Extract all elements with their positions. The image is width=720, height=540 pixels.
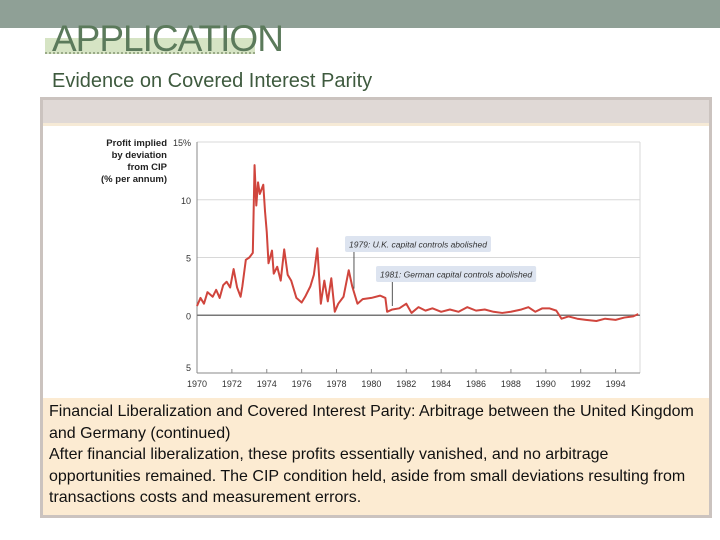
y-tick-label: 10 — [181, 196, 191, 206]
x-tick-label: 1976 — [292, 379, 312, 389]
x-tick-label: 1980 — [361, 379, 381, 389]
y-tick-label: 5 — [186, 363, 191, 373]
x-tick-label: 1972 — [222, 379, 242, 389]
y-axis-label: from CIP — [127, 162, 167, 173]
caption-heading: Financial Liberalization and Covered Int… — [49, 403, 694, 442]
annotation-box — [345, 236, 491, 252]
x-tick-label: 1994 — [606, 379, 626, 389]
series-line — [196, 164, 639, 323]
slide-title: APPLICATION — [52, 18, 284, 59]
y-tick-label: 5 — [186, 254, 191, 264]
slide-subtitle: Evidence on Covered Interest Parity — [52, 70, 373, 92]
x-tick-label: 1982 — [396, 379, 416, 389]
x-tick-label: 1990 — [536, 379, 556, 389]
y-tick-label: 15% — [173, 138, 191, 148]
top-bar — [0, 0, 720, 28]
y-axis-label: (% per annum) — [101, 174, 167, 185]
x-tick-label: 1978 — [327, 379, 347, 389]
figure-header-band — [43, 100, 709, 126]
annotation-text: 1979: U.K. capital controls abolished — [349, 240, 487, 250]
title-highlight — [45, 38, 255, 54]
figure-caption: Financial Liberalization and Covered Int… — [43, 398, 709, 515]
y-axis-label: Profit implied — [106, 138, 167, 149]
x-tick-label: 1974 — [257, 379, 277, 389]
caption-body: After financial liberalization, these pr… — [49, 446, 686, 506]
x-tick-label: 1988 — [501, 379, 521, 389]
y-axis-label: by deviation — [112, 150, 168, 161]
annotation-text: 1981: German capital controls abolished — [380, 270, 532, 280]
x-tick-label: 1986 — [466, 379, 486, 389]
x-tick-label: 1970 — [187, 379, 207, 389]
y-tick-label: 0 — [186, 311, 191, 321]
x-tick-label: 1992 — [571, 379, 591, 389]
annotation-box — [376, 266, 537, 282]
cip-chart: 15% 10 5 0 5 1970 1972 1974 1976 1978 1980 1982 1984… — [101, 138, 641, 389]
x-tick-label: 1984 — [431, 379, 451, 389]
